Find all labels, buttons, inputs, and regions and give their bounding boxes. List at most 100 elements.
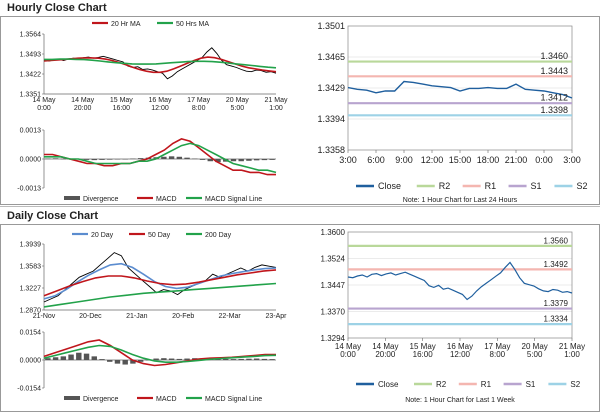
divergence-bar	[230, 159, 237, 162]
series-line-200-day	[43, 282, 277, 308]
x-tick-label: 16:00	[113, 105, 131, 112]
divergence-bar	[238, 358, 244, 360]
legend-label: 50 Day	[148, 232, 171, 239]
divergence-bar	[122, 159, 128, 160]
series-line-price	[43, 252, 277, 303]
y-tick-label: 1.3394	[317, 114, 345, 124]
series-line-50-hrs-ma	[44, 58, 277, 69]
divergence-bar	[161, 156, 167, 159]
legend-label: MACD	[156, 396, 177, 403]
x-tick-label: 22-Mar	[219, 313, 242, 320]
divergence-bar	[168, 358, 175, 360]
chart-note: Note: 1 Hour Chart for Last 1 Week	[405, 397, 515, 404]
y-tick-label: 1.3429	[317, 83, 345, 93]
x-tick-label: 14 May	[71, 97, 94, 104]
divergence-bar	[99, 159, 105, 160]
legend-label: Close	[378, 380, 399, 389]
x-tick-label: 5:00	[527, 350, 543, 359]
legend-label: MACD Signal Line	[205, 196, 262, 203]
x-tick-label: 14 May	[33, 97, 56, 104]
divergence-bar	[246, 159, 252, 161]
y-tick-label: 1.3939	[20, 242, 42, 249]
legend-swatch	[64, 396, 80, 400]
x-tick-label: 12:00	[421, 155, 444, 165]
x-tick-label: 0:00	[535, 155, 553, 165]
legend-label: MACD	[156, 196, 177, 203]
divergence-bar	[230, 359, 237, 360]
divergence-bar	[137, 158, 144, 159]
legend-label: S1	[531, 181, 542, 191]
y-tick-label: 1.3422	[20, 72, 42, 79]
y-tick-label: -0.0013	[17, 186, 41, 193]
x-tick-label: 3:00	[563, 155, 581, 165]
level-label-s2: 1.3398	[540, 105, 568, 115]
y-tick-label: 1.3465	[317, 52, 345, 62]
level-label-s1: 1.3412	[540, 93, 568, 103]
y-tick-label: 1.3493	[20, 52, 42, 59]
x-tick-label: 17 May	[187, 97, 210, 104]
divergence-bar	[199, 159, 206, 160]
x-tick-label: 16 May	[149, 97, 172, 104]
divergence-bar	[107, 159, 113, 160]
x-tick-label: 16:00	[413, 350, 434, 359]
x-tick-label: 18:00	[477, 155, 500, 165]
divergence-bar	[122, 360, 128, 365]
x-tick-label: 21 May	[559, 342, 585, 351]
x-tick-label: 20:00	[74, 105, 92, 112]
level-label-r2: 1.3460	[540, 51, 568, 61]
daily-macd-chart: 0.0154 0.0000 -0.0154 Divergence MACD MACD Si…	[17, 330, 277, 403]
x-tick-label: 21-Jan	[126, 313, 148, 320]
x-tick-label: 21:00	[505, 155, 528, 165]
legend-label: Divergence	[83, 396, 119, 403]
x-tick-label: 20 May	[522, 342, 548, 351]
level-label-r2: 1.3560	[544, 236, 569, 245]
level-label-r1: 1.3443	[540, 66, 568, 76]
divergence-bar	[261, 159, 268, 161]
x-tick-label: 15 May	[410, 342, 436, 351]
legend-label: 200 Day	[205, 232, 232, 239]
divergence-bar	[130, 360, 136, 364]
chart-note: Note: 1 Hour Chart for Last 24 Hours	[403, 197, 518, 204]
divergence-bar	[246, 358, 252, 360]
divergence-bar	[184, 157, 190, 159]
x-tick-label: 20:00	[375, 350, 396, 359]
divergence-bar	[83, 353, 90, 360]
divergence-bar	[45, 158, 51, 160]
y-tick-label: 1.3600	[321, 228, 346, 237]
y-tick-label: 1.3227	[20, 286, 42, 293]
x-tick-label: 16 May	[447, 342, 473, 351]
x-tick-label: 21-Nov	[33, 313, 56, 320]
divergence-bar	[223, 358, 229, 360]
y-tick-label: 1.3370	[321, 308, 346, 317]
divergence-bar	[153, 358, 159, 360]
y-tick-label: 0.0013	[20, 128, 42, 135]
y-tick-label: 1.3524	[321, 255, 346, 264]
x-tick-label: 5:00	[231, 105, 245, 112]
x-tick-label: 12:00	[450, 350, 471, 359]
divergence-bar	[83, 159, 90, 160]
divergence-bar	[215, 159, 221, 163]
divergence-bar	[45, 358, 51, 360]
y-tick-label: 1.3294	[321, 334, 346, 343]
divergence-bar	[269, 359, 275, 360]
legend-label: S2	[576, 181, 587, 191]
divergence-bar	[114, 159, 121, 160]
level-label-s2: 1.3334	[544, 315, 569, 324]
legend-swatch	[64, 196, 80, 200]
legend-label: Divergence	[83, 196, 119, 203]
divergence-bar	[60, 356, 67, 360]
x-tick-label: 20 May	[226, 97, 249, 104]
x-tick-label: 20-Dec	[79, 313, 102, 320]
divergence-bar	[91, 159, 97, 161]
y-tick-label: 1.2870	[20, 308, 42, 315]
y-tick-label: 1.3564	[20, 32, 42, 39]
x-tick-label: 12:00	[151, 105, 169, 112]
x-tick-label: 8:00	[490, 350, 506, 359]
divergence-bar	[52, 357, 59, 360]
x-tick-label: 1:00	[269, 105, 283, 112]
divergence-bar	[60, 158, 67, 160]
level-label-s1: 1.3379	[544, 299, 569, 308]
y-tick-label: -0.0154	[17, 386, 41, 393]
